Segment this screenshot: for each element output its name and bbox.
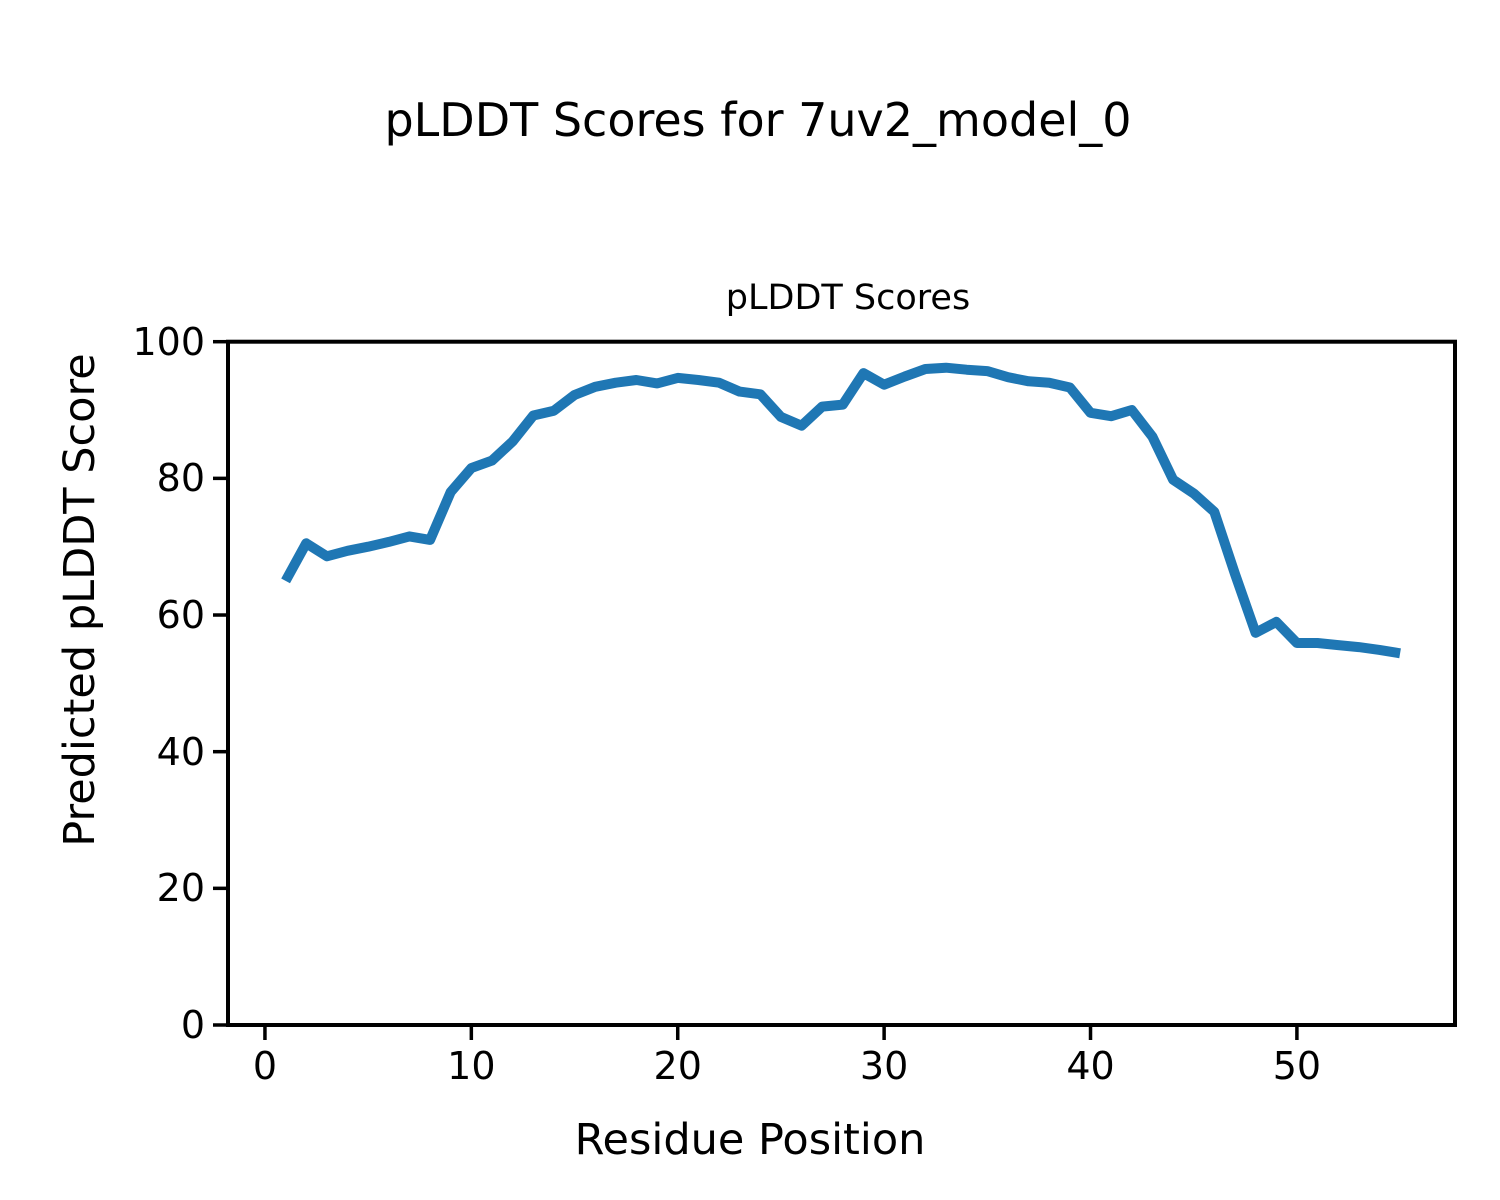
x-tick-label: 20	[653, 1044, 702, 1088]
x-tick-label: 30	[859, 1044, 909, 1088]
y-axis-label: Predicted pLDDT Score	[55, 353, 105, 847]
x-ticks	[263, 1027, 1299, 1040]
x-axis-label: Residue Position	[574, 1115, 926, 1165]
y-tick-label: 100	[132, 319, 205, 364]
x-tick-label: 50	[1272, 1044, 1322, 1088]
y-tick-label: 60	[156, 593, 205, 638]
figure-title: pLDDT Scores for 7uv2_model_0	[384, 93, 1132, 147]
y-tick-label: 20	[156, 866, 205, 911]
x-tick-label: 40	[1066, 1044, 1115, 1088]
x-tick-label: 10	[447, 1044, 496, 1088]
x-tick-label: 0	[252, 1044, 278, 1088]
axes-title: pLDDT Scores	[725, 278, 971, 318]
y-tick-label: 40	[156, 729, 205, 774]
axes-frame	[226, 339, 1457, 1027]
y-tick-label: 80	[156, 456, 205, 501]
plddt-line	[281, 362, 1401, 659]
y-ticks	[213, 339, 226, 1027]
y-tick-label: 0	[180, 1003, 205, 1047]
